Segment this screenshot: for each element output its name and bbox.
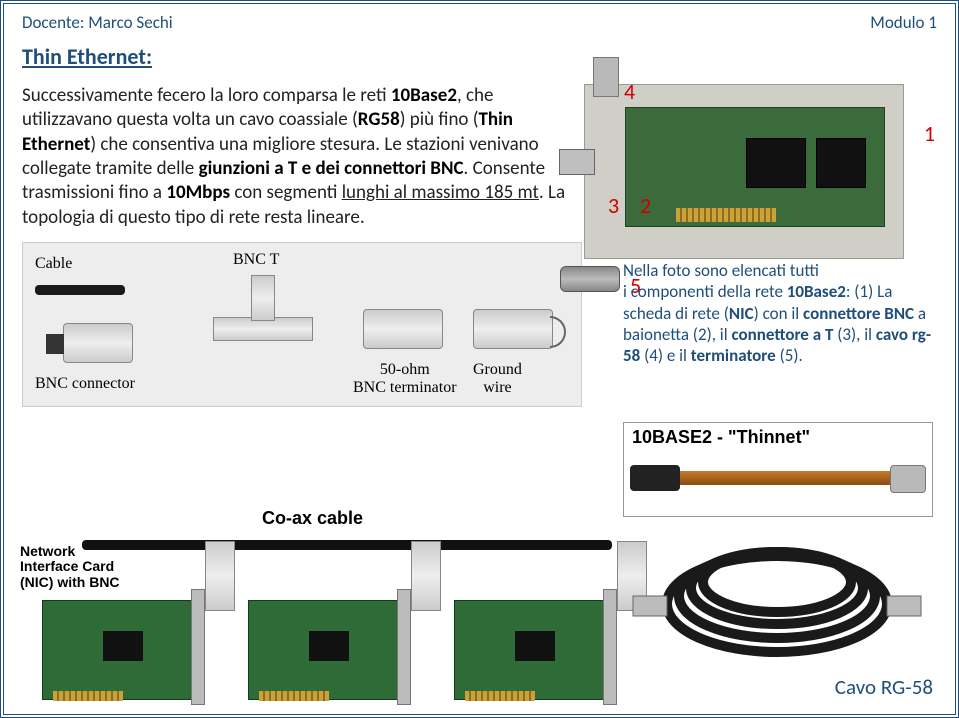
cable-icon [35, 285, 125, 295]
bnc-t-icon [213, 289, 313, 379]
t: con segmenti [230, 181, 342, 204]
t: giunzioni a T e dei connettori BNC [199, 157, 464, 180]
t: 10Base2 [787, 281, 846, 302]
chip-icon [816, 138, 866, 188]
bus-wire-icon [82, 540, 612, 550]
thinnet-cable-icon [632, 471, 924, 485]
module-label: Modulo 1 [870, 12, 937, 33]
nic-icon [454, 600, 604, 700]
terminator-icon [363, 309, 443, 349]
paragraph: Successivamente fecero la loro comparsa … [22, 84, 572, 230]
slide-title: Thin Ethernet: [22, 43, 937, 70]
component-note: Nella foto sono elencati tutti i compone… [623, 260, 933, 366]
t: Successivamente fecero la loro comparsa … [22, 84, 391, 107]
callout-4: 4 [624, 78, 635, 105]
terminator-photo-icon [560, 266, 620, 292]
label-cable: Cable [35, 255, 72, 273]
t: ) con il [754, 303, 803, 324]
ground-wire-icon [473, 309, 553, 349]
callout-3: 3 [608, 192, 619, 219]
thinnet-box: 10BASE2 - "Thinnet" [623, 422, 933, 517]
callout-2: 2 [640, 192, 651, 219]
thinnet-title: 10BASE2 - "Thinnet" [632, 427, 810, 447]
t: NIC [729, 303, 754, 324]
bnc-connector-icon [63, 323, 133, 363]
label-bnc-connector: BNC connector [35, 375, 135, 393]
t: RG58 [358, 108, 400, 131]
t: (3), il [833, 324, 876, 345]
coiled-cable-photo [627, 504, 927, 664]
label-ground: Ground wire [473, 361, 522, 397]
t: 10Mbps [166, 181, 230, 204]
text-column: Successivamente fecero la loro comparsa … [22, 84, 572, 407]
bnc-top-icon [593, 57, 619, 97]
nic-card-photo [584, 84, 904, 259]
instructor-label: Docente: Marco Sechi [22, 12, 173, 33]
footer-caption: Cavo RG-58 [835, 674, 933, 700]
coax-topology-diagram: Co-ax cable Network Interface Card (NIC)… [22, 500, 602, 700]
callout-1: 1 [924, 120, 935, 147]
chip-icon [746, 138, 806, 188]
t: (5). [776, 345, 803, 366]
nic-icon [42, 600, 192, 700]
t: 10Base2 [391, 84, 457, 107]
label-terminator: 50-ohm BNC terminator [353, 361, 457, 397]
t: (4) e il [640, 345, 691, 366]
label-bnct: BNC T [233, 251, 279, 269]
t: terminatore [691, 345, 776, 366]
bnc-components-diagram: Cable BNC T BNC connector 50-ohm BNC ter… [22, 242, 582, 407]
t: ) più fino ( [400, 108, 479, 131]
t: Nella foto sono elencati tutti [623, 260, 819, 281]
edge-connector-icon [676, 208, 776, 222]
pcb-icon [625, 107, 885, 227]
t: connettore a T [731, 324, 833, 345]
coax-label: Co-ax cable [262, 508, 363, 529]
bnc-side-icon [559, 149, 595, 175]
t: lunghi al massimo 185 mt [342, 181, 539, 204]
nic-label: Network Interface Card (NIC) with BNC [20, 544, 132, 590]
page-header: Docente: Marco Sechi Modulo 1 [22, 12, 937, 33]
t: connettore BNC [803, 303, 914, 324]
nic-icon [248, 600, 398, 700]
t: i componenti della rete [623, 281, 787, 302]
